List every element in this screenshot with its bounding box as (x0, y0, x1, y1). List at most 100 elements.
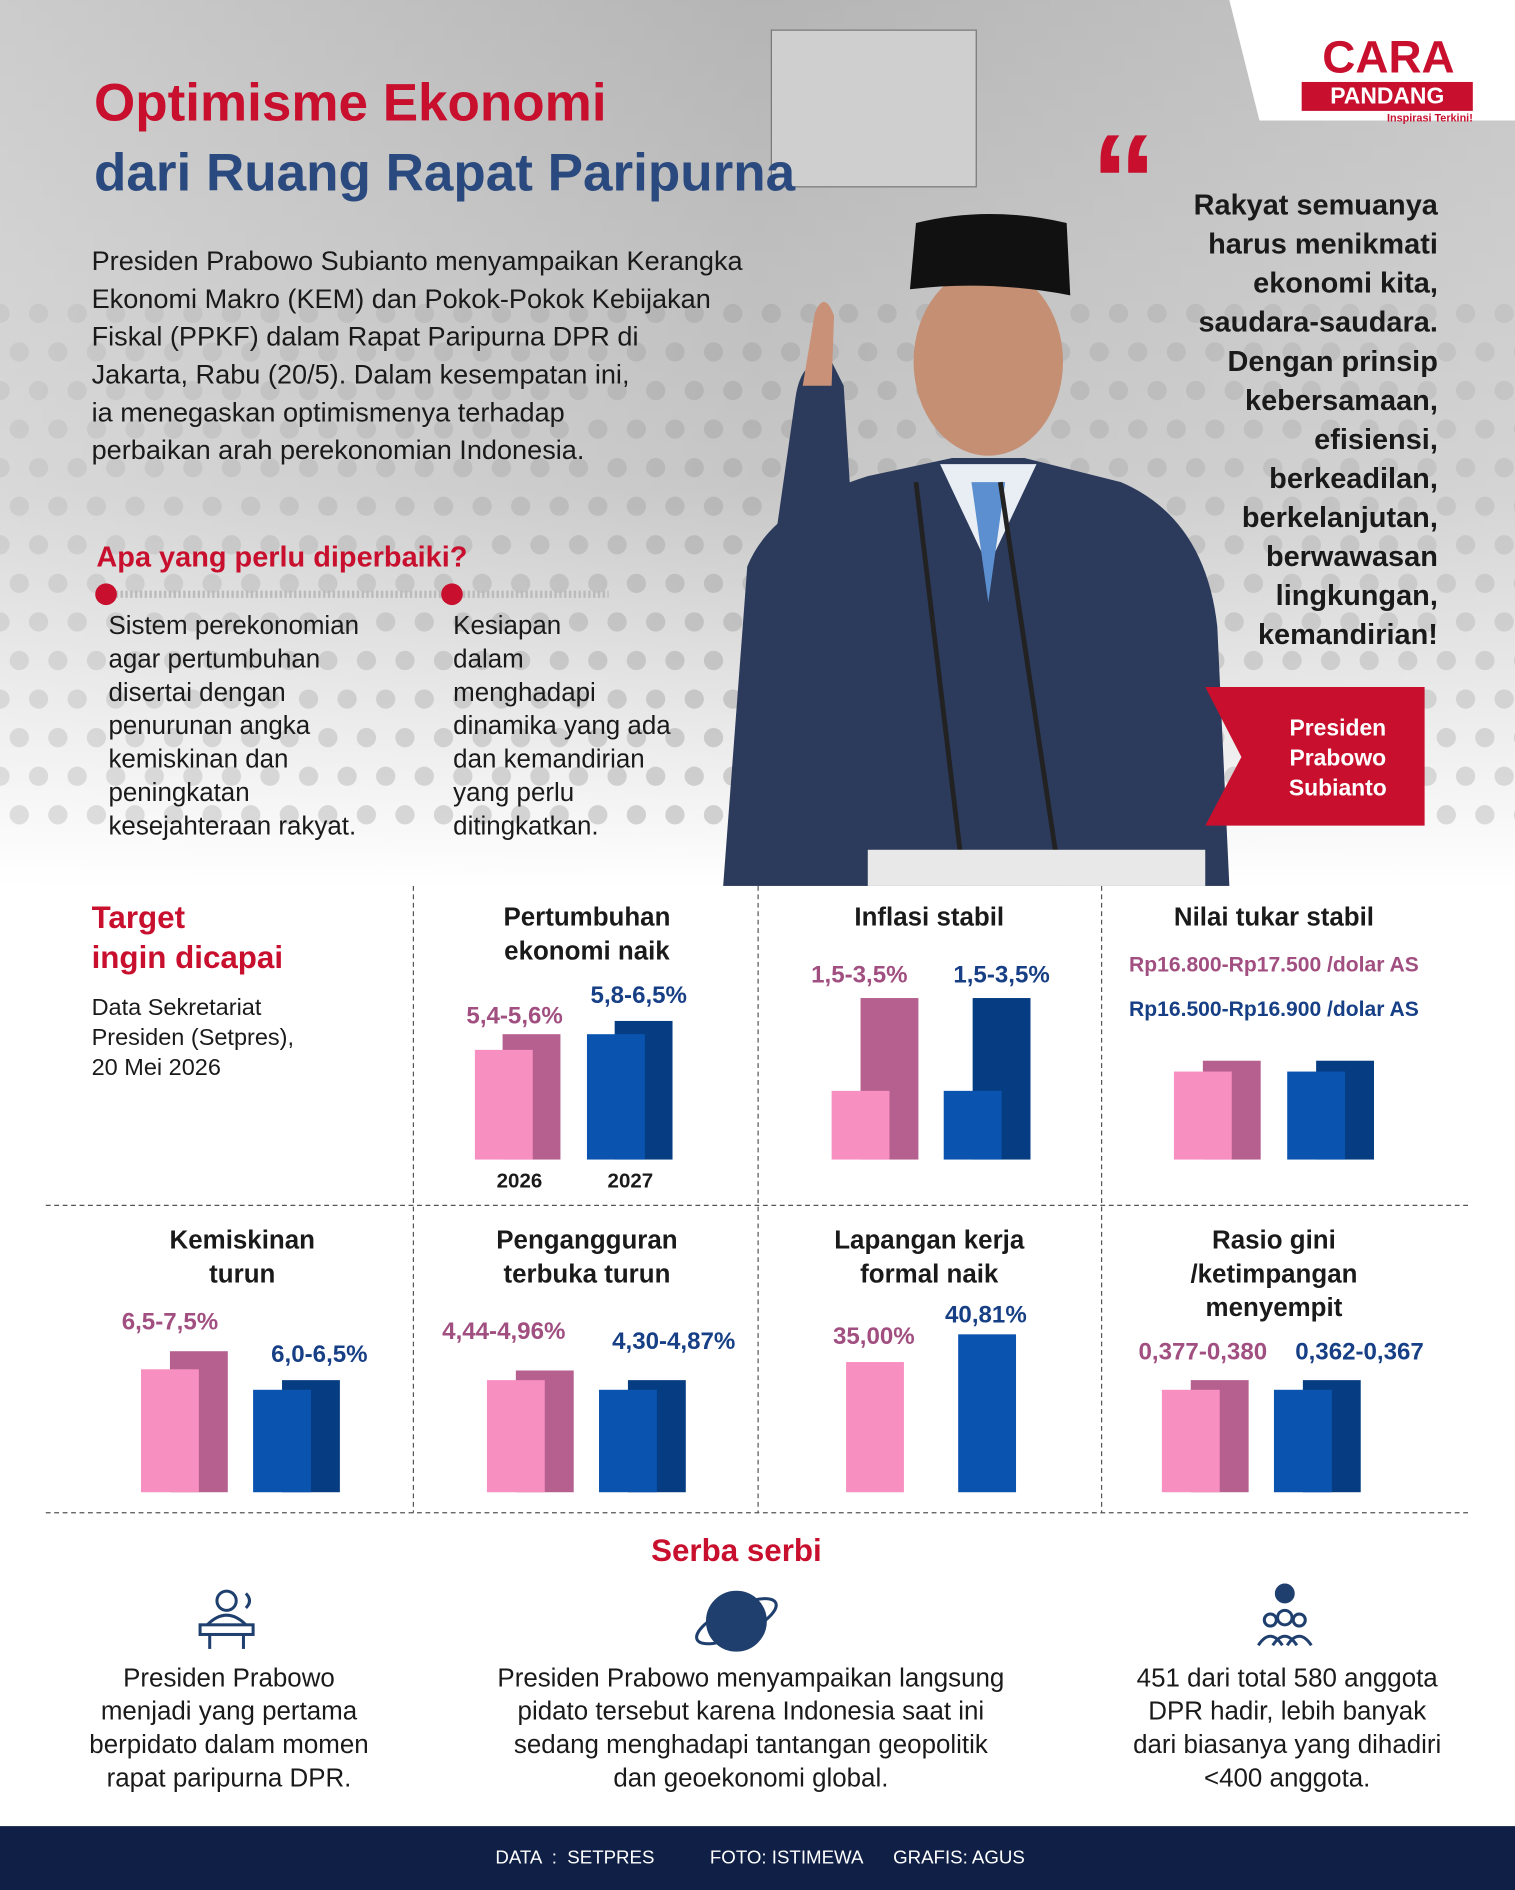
logo-top: CARA (1322, 31, 1454, 82)
intro-line: Ekonomi Makro (KEM) dan Pokok-Pokok Kebi… (92, 283, 711, 314)
improvement-item: menghadapi (453, 679, 596, 707)
bar-front (831, 1090, 890, 1160)
footer-band (0, 1826, 1515, 1890)
card-title: terbuka turun (503, 1260, 670, 1288)
intro-line: Fiskal (PPKF) dalam Rapat Paripurna DPR … (92, 321, 639, 352)
extras-item: sedang menghadapi tantangan geopolitik (514, 1731, 988, 1759)
icon-people (1257, 1583, 1313, 1647)
year-label: 2027 (608, 1169, 654, 1192)
bar-front (958, 1334, 1017, 1493)
quote-line: efisiensi, (1314, 424, 1438, 456)
extras-item: dan geoekonomi global. (613, 1764, 888, 1792)
card-title: menyempit (1206, 1294, 1343, 1322)
title: Optimisme Ekonomi (94, 74, 607, 133)
quote-line: kemandirian! (1258, 619, 1438, 651)
extras-item: 451 dari total 580 anggota (1137, 1664, 1439, 1692)
improvement-item: Sistem perekonomian (108, 612, 359, 640)
bar-front (1161, 1389, 1220, 1493)
logo (1229, 0, 1515, 121)
card-value: 1,5-3,5% (811, 961, 907, 988)
year-label: 2026 (497, 1169, 543, 1192)
footer-data: DATA : SETPRES (495, 1846, 654, 1867)
card-title: Inflasi stabil (854, 904, 1004, 932)
improvement-item: Kesiapan (453, 612, 561, 640)
quote-line: berwawasan (1266, 541, 1438, 573)
target-source: 20 Mei 2026 (92, 1054, 221, 1080)
quote-line: berkelanjutan, (1242, 502, 1438, 534)
screen (770, 29, 977, 188)
bar-front (1173, 1071, 1232, 1160)
quote-line: Dengan prinsip (1227, 346, 1437, 378)
quote-line: Rakyat semuanya (1194, 190, 1439, 222)
intro-line: ia menegaskan optimismenya terhadap (92, 396, 565, 427)
card-value: 4,30-4,87% (612, 1328, 735, 1355)
card-title: Pengangguran (496, 1227, 677, 1255)
improvement-item: kesejahteraan rakyat. (108, 812, 356, 840)
improvement-item: ditingkatkan. (453, 812, 598, 840)
card-title: turun (209, 1260, 275, 1288)
quote-line: berkeadilan, (1269, 463, 1438, 495)
card-value: 0,377-0,380 (1139, 1339, 1268, 1366)
card-grid (45, 885, 1471, 1514)
quote-line: kebersamaan, (1245, 385, 1438, 417)
footer-graphics: GRAFIS: AGUS (893, 1846, 1025, 1867)
target-heading: ingin dicapai (92, 940, 283, 975)
card-value: 4,44-4,96% (442, 1318, 565, 1345)
title: dari Ruang Rapat Paripurna (94, 143, 796, 202)
card-title: Nilai tukar stabil (1174, 904, 1374, 932)
logo-bottom: PANDANG (1330, 83, 1444, 109)
quote-line: saudara-saudara. (1198, 307, 1437, 339)
card-value: 5,8-6,5% (591, 982, 687, 1009)
speaker-name: Subianto (1289, 775, 1387, 801)
quote-line: harus menikmati (1208, 229, 1438, 261)
quote-line: ekonomi kita, (1253, 268, 1438, 300)
bar-front (846, 1362, 904, 1493)
card-title: /ketimpangan (1190, 1260, 1357, 1288)
extras-item: dari biasanya yang dihadiri (1133, 1731, 1441, 1759)
improvement-item: dan kemandirian (453, 746, 645, 774)
improvement-item: kemiskinan dan (108, 746, 288, 774)
improvement-item: penurunan angka (108, 712, 310, 740)
speaker-box (1205, 687, 1425, 826)
extras-item: DPR hadir, lebih banyak (1148, 1698, 1426, 1726)
extras-item: berpidato dalam momen (89, 1731, 368, 1759)
intro-line: perbaikan arah perekonomian Indonesia. (92, 434, 585, 465)
card-value: 0,362-0,367 (1295, 1339, 1424, 1366)
card-value: 40,81% (945, 1301, 1027, 1328)
card-title: Pertumbuhan (503, 904, 670, 932)
card-title: Lapangan kerja (834, 1227, 1025, 1255)
bar-front (599, 1389, 657, 1493)
intro-line: Jakarta, Rabu (20/5). Dalam kesempatan i… (92, 359, 630, 390)
extras-item: pidato tersebut karena Indonesia saat in… (518, 1698, 985, 1726)
bar-front (1287, 1071, 1346, 1160)
speaker-name: Presiden (1289, 714, 1386, 740)
improvement-item: yang perlu (453, 779, 574, 807)
bar-front (253, 1389, 311, 1493)
card-title: Rasio gini (1212, 1227, 1336, 1255)
card-value: 6,0-6,5% (271, 1341, 367, 1368)
improvement-line (95, 583, 609, 606)
target-heading: Target (92, 900, 186, 935)
extras-item: Presiden Prabowo menyampaikan langsung (497, 1664, 1004, 1692)
card-value: Rp16.800-Rp17.500 /dolar AS (1129, 954, 1419, 977)
extras-item: Presiden Prabowo (123, 1664, 335, 1692)
improvement-item: dinamika yang ada (453, 712, 671, 740)
card-value: 6,5-7,5% (122, 1309, 218, 1336)
quote-line: lingkungan, (1276, 580, 1438, 612)
bar-front (1273, 1389, 1332, 1493)
card-value: Rp16.500-Rp16.900 /dolar AS (1129, 998, 1419, 1021)
speaker-name: Prabowo (1289, 744, 1386, 770)
improvement-item: disertai dengan (108, 679, 285, 707)
intro-line: Presiden Prabowo Subianto menyampaikan K… (92, 245, 744, 276)
card-title: ekonomi naik (504, 937, 670, 965)
logo-tagline: Inspirasi Terkini! (1387, 113, 1473, 125)
icon-speaker (198, 1589, 255, 1649)
card-title: formal naik (860, 1260, 999, 1288)
card-value: 35,00% (833, 1323, 915, 1350)
improvement-item: agar pertumbuhan (108, 645, 320, 673)
bar-front (474, 1049, 533, 1160)
card-value: 5,4-5,6% (466, 1002, 562, 1029)
bar-front (586, 1034, 645, 1160)
target-source: Data Sekretariat (92, 994, 262, 1020)
